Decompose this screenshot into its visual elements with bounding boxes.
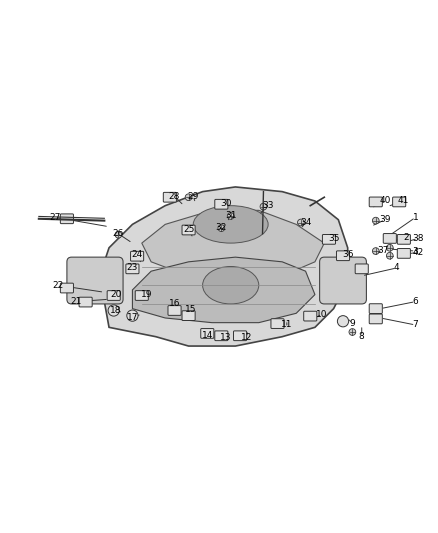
Text: 37: 37 bbox=[377, 246, 389, 255]
Text: 16: 16 bbox=[169, 300, 180, 309]
FancyBboxPatch shape bbox=[107, 290, 120, 301]
Text: 39: 39 bbox=[379, 215, 391, 224]
FancyBboxPatch shape bbox=[67, 257, 123, 304]
Circle shape bbox=[386, 245, 393, 251]
Text: 4: 4 bbox=[394, 263, 399, 272]
Circle shape bbox=[218, 225, 225, 231]
Text: 40: 40 bbox=[379, 197, 391, 206]
Text: 42: 42 bbox=[412, 248, 424, 257]
Text: 1: 1 bbox=[413, 213, 418, 222]
FancyBboxPatch shape bbox=[320, 257, 367, 304]
FancyBboxPatch shape bbox=[397, 248, 410, 259]
FancyBboxPatch shape bbox=[126, 264, 139, 274]
Text: 34: 34 bbox=[300, 217, 311, 227]
FancyBboxPatch shape bbox=[201, 328, 214, 338]
Text: 20: 20 bbox=[110, 290, 122, 299]
Text: 33: 33 bbox=[262, 201, 274, 210]
Text: 25: 25 bbox=[183, 224, 194, 233]
Text: 23: 23 bbox=[127, 263, 138, 272]
Text: 14: 14 bbox=[201, 332, 213, 340]
Text: 21: 21 bbox=[71, 297, 82, 306]
FancyBboxPatch shape bbox=[369, 197, 382, 207]
Text: 26: 26 bbox=[113, 229, 124, 238]
Text: 18: 18 bbox=[110, 306, 122, 316]
FancyBboxPatch shape bbox=[215, 331, 228, 341]
Text: 36: 36 bbox=[342, 251, 353, 259]
FancyBboxPatch shape bbox=[135, 290, 148, 301]
Circle shape bbox=[386, 252, 393, 259]
FancyBboxPatch shape bbox=[182, 225, 195, 235]
FancyBboxPatch shape bbox=[392, 197, 406, 207]
Text: 12: 12 bbox=[241, 333, 253, 342]
Text: 22: 22 bbox=[52, 281, 63, 290]
Circle shape bbox=[337, 316, 349, 327]
FancyBboxPatch shape bbox=[131, 252, 144, 261]
FancyBboxPatch shape bbox=[383, 233, 396, 243]
Text: 15: 15 bbox=[185, 305, 197, 314]
Text: 10: 10 bbox=[316, 310, 328, 319]
Text: 19: 19 bbox=[141, 290, 152, 299]
Text: 17: 17 bbox=[127, 312, 138, 321]
FancyBboxPatch shape bbox=[336, 251, 350, 261]
PathPatch shape bbox=[142, 211, 324, 280]
FancyBboxPatch shape bbox=[60, 214, 74, 224]
Circle shape bbox=[108, 305, 119, 316]
FancyBboxPatch shape bbox=[182, 311, 195, 320]
Text: 31: 31 bbox=[225, 211, 237, 220]
FancyBboxPatch shape bbox=[79, 297, 92, 307]
Circle shape bbox=[372, 217, 379, 224]
Text: 32: 32 bbox=[215, 223, 227, 232]
FancyBboxPatch shape bbox=[355, 264, 368, 274]
FancyBboxPatch shape bbox=[233, 331, 247, 341]
Text: 29: 29 bbox=[187, 192, 199, 201]
FancyBboxPatch shape bbox=[369, 304, 382, 313]
FancyBboxPatch shape bbox=[163, 192, 177, 202]
Circle shape bbox=[297, 219, 304, 226]
Text: 27: 27 bbox=[49, 213, 61, 222]
Circle shape bbox=[185, 194, 192, 200]
Text: 11: 11 bbox=[281, 320, 293, 329]
FancyBboxPatch shape bbox=[271, 319, 284, 328]
FancyBboxPatch shape bbox=[322, 235, 336, 244]
PathPatch shape bbox=[132, 257, 315, 322]
Circle shape bbox=[115, 231, 122, 238]
Text: 2: 2 bbox=[403, 233, 409, 242]
Text: 6: 6 bbox=[413, 297, 418, 306]
Text: 3: 3 bbox=[413, 247, 418, 255]
Text: 30: 30 bbox=[220, 199, 232, 208]
Circle shape bbox=[227, 213, 234, 219]
FancyBboxPatch shape bbox=[168, 305, 181, 316]
FancyBboxPatch shape bbox=[215, 199, 228, 209]
Circle shape bbox=[372, 248, 379, 254]
Ellipse shape bbox=[193, 206, 268, 243]
FancyBboxPatch shape bbox=[304, 311, 317, 321]
Text: 41: 41 bbox=[397, 197, 409, 206]
Text: 24: 24 bbox=[131, 251, 143, 259]
FancyBboxPatch shape bbox=[60, 283, 74, 293]
Text: 38: 38 bbox=[412, 234, 424, 243]
Text: 35: 35 bbox=[328, 234, 339, 243]
FancyBboxPatch shape bbox=[397, 235, 410, 244]
Circle shape bbox=[349, 329, 356, 335]
FancyBboxPatch shape bbox=[369, 314, 382, 324]
Text: 13: 13 bbox=[220, 333, 232, 342]
Circle shape bbox=[260, 203, 267, 210]
PathPatch shape bbox=[100, 187, 348, 346]
Circle shape bbox=[127, 310, 138, 321]
Text: 9: 9 bbox=[350, 319, 355, 328]
Text: 7: 7 bbox=[413, 320, 418, 329]
Text: 28: 28 bbox=[169, 192, 180, 201]
Ellipse shape bbox=[203, 266, 259, 304]
Text: 8: 8 bbox=[359, 332, 364, 341]
